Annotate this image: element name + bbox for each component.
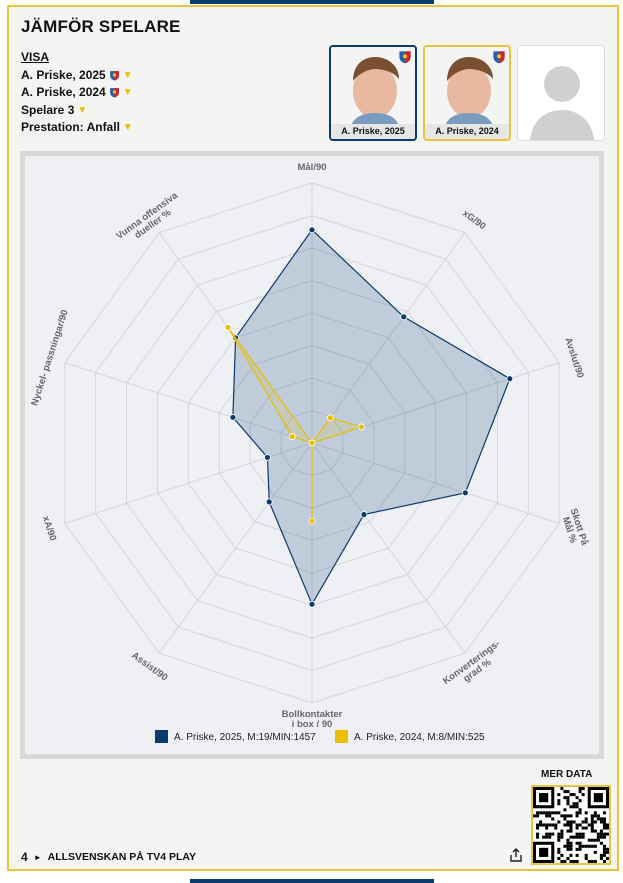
chart-legend: A. Priske, 2025, M:19/MIN:1457 A. Priske,… bbox=[155, 730, 485, 743]
radar-grid bbox=[64, 182, 560, 704]
mer-data-label: MER DATA bbox=[541, 769, 593, 780]
radar-spoke bbox=[158, 442, 313, 654]
series-area bbox=[227, 326, 364, 521]
data-point bbox=[308, 517, 316, 525]
axis-label: xA/90 bbox=[40, 515, 58, 543]
axis-label-text: Bollkontakter bbox=[282, 709, 343, 720]
player-card-caption: A. Priske, 2025 bbox=[331, 124, 415, 139]
axis-label-text: xA/90 bbox=[40, 515, 58, 543]
selector-player-2[interactable]: A. Priske, 2024 ▼ bbox=[21, 84, 133, 102]
radar-spoke bbox=[64, 362, 313, 444]
legend-swatch bbox=[155, 730, 168, 743]
page-title: JÄMFÖR SPELARE bbox=[21, 17, 181, 36]
axis-label-text: xG/90 bbox=[460, 208, 487, 232]
bottom-accent-bar bbox=[190, 879, 434, 883]
visa-controls: VISA A. Priske, 2025 ▼ A. Priske, 2024 ▼… bbox=[21, 49, 133, 137]
axis-label: Konverterings-grad % bbox=[441, 638, 502, 687]
legend-label: A. Priske, 2025, M:19/MIN:1457 bbox=[174, 732, 316, 743]
legend-swatch bbox=[335, 730, 348, 743]
selector-performance[interactable]: Prestation: Anfall ▼ bbox=[21, 119, 133, 137]
radar-spoke bbox=[311, 442, 466, 654]
club-badge-icon bbox=[109, 70, 119, 81]
chevron-down-icon: ▼ bbox=[122, 69, 133, 81]
data-point bbox=[264, 454, 271, 461]
axis-label-text: i box / 90 bbox=[292, 719, 333, 730]
club-badge-icon bbox=[109, 88, 119, 98]
selector-player-1[interactable]: A. Priske, 2025 ▼ bbox=[21, 67, 133, 85]
top-accent-bar bbox=[190, 0, 434, 4]
chevron-down-icon: ▼ bbox=[77, 104, 88, 116]
visa-label: VISA bbox=[21, 50, 50, 64]
chevron-down-icon: ▼ bbox=[122, 87, 133, 98]
club-badge-icon bbox=[399, 51, 411, 64]
club-badge-icon bbox=[493, 51, 505, 64]
qr-code-icon bbox=[533, 787, 609, 863]
player-photo bbox=[425, 47, 509, 127]
data-point bbox=[358, 423, 365, 431]
radar-spoke bbox=[311, 442, 560, 524]
selector-player-3[interactable]: Spelare 3 ▼ bbox=[21, 102, 133, 120]
data-point bbox=[506, 375, 514, 383]
axis-label: Mål/90 bbox=[297, 162, 326, 173]
data-point bbox=[400, 313, 408, 321]
radar-chart-panel: Mål/90 xG/90 Avslut/90 Skott På Mål % Konvert… bbox=[20, 151, 604, 759]
data-point bbox=[229, 413, 237, 421]
selector-label: Prestation: Anfall bbox=[21, 120, 120, 134]
play-arrow-icon: ► bbox=[33, 852, 42, 862]
axis-label: Avslut/90 bbox=[562, 336, 585, 379]
data-point bbox=[308, 600, 316, 608]
data-point bbox=[326, 414, 334, 422]
footer-link-text: ALLSVENSKAN PÅ TV4 PLAY bbox=[47, 851, 196, 863]
player-card-empty[interactable] bbox=[517, 45, 605, 141]
data-point bbox=[360, 511, 368, 518]
series-area bbox=[232, 228, 511, 606]
data-point bbox=[308, 226, 316, 234]
selector-label: A. Priske, 2025 bbox=[21, 67, 106, 82]
player-card-1[interactable]: A. Priske, 2025 bbox=[329, 45, 417, 141]
selector-label: A. Priske, 2024 bbox=[21, 85, 106, 99]
chevron-down-icon: ▼ bbox=[122, 122, 133, 133]
player-card-caption: A. Priske, 2024 bbox=[425, 124, 509, 139]
data-point bbox=[224, 323, 232, 331]
radar-series bbox=[224, 226, 514, 608]
avatar-placeholder-icon bbox=[518, 46, 604, 140]
footer-link[interactable]: 4 ► ALLSVENSKAN PÅ TV4 PLAY bbox=[21, 850, 196, 864]
radar-spoke bbox=[64, 442, 313, 524]
share-icon[interactable] bbox=[509, 848, 523, 862]
page-number: 4 bbox=[21, 850, 28, 864]
radar-spoke bbox=[311, 232, 466, 444]
data-point bbox=[288, 433, 296, 440]
player-card-2[interactable]: A. Priske, 2024 bbox=[423, 45, 511, 141]
legend-label: A. Priske, 2024, M:8/MIN:525 bbox=[354, 732, 485, 743]
axis-label: xG/90 bbox=[460, 208, 487, 232]
data-point bbox=[265, 498, 273, 506]
axis-label-text: Mål/90 bbox=[297, 162, 326, 173]
data-point bbox=[461, 489, 469, 497]
selector-label: Spelare 3 bbox=[21, 102, 75, 117]
data-point bbox=[308, 439, 316, 447]
compare-players-card: JÄMFÖR SPELARE VISA A. Priske, 2025 ▼ A.… bbox=[7, 5, 619, 871]
axis-label-text: Avslut/90 bbox=[562, 336, 585, 379]
qr-code[interactable] bbox=[531, 785, 611, 865]
